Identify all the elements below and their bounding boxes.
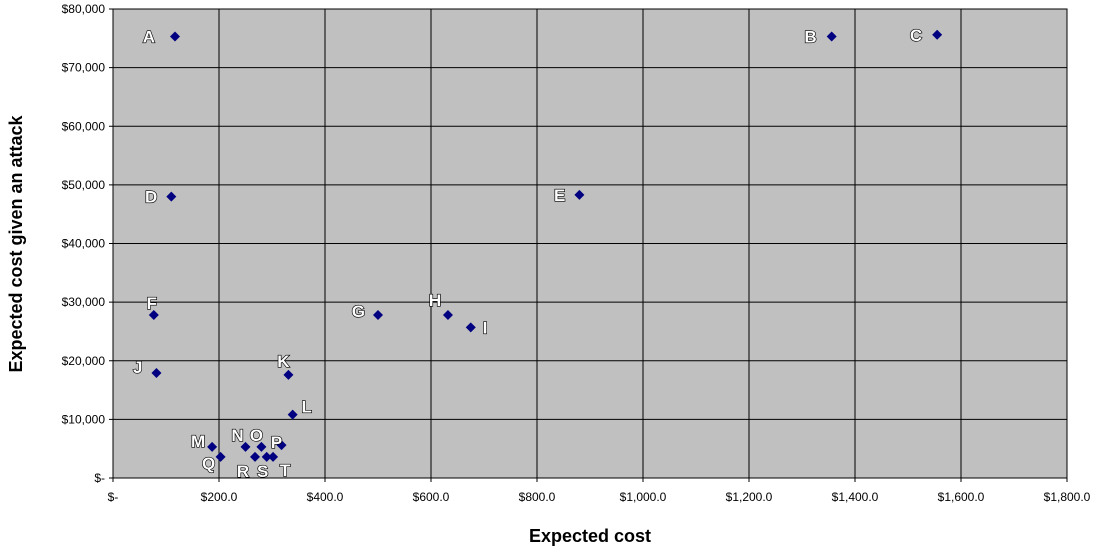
point-label-s: S xyxy=(257,462,268,481)
x-tick-label: $- xyxy=(108,490,119,504)
scatter-point-g xyxy=(373,310,383,321)
scatter-point-l xyxy=(287,409,298,420)
point-label-n: N xyxy=(231,426,243,445)
point-label-f: F xyxy=(147,294,157,313)
point-label-o: O xyxy=(250,426,263,445)
y-tick-label: $80,000 xyxy=(62,2,106,16)
point-label-p: P xyxy=(271,433,282,452)
scatter-point-j xyxy=(151,368,162,379)
x-tick-label: $200.0 xyxy=(201,490,238,504)
scatter-point-c xyxy=(932,29,943,40)
scatter-point-b xyxy=(826,31,837,42)
scatter-point-r xyxy=(250,451,261,462)
y-tick-label: $20,000 xyxy=(62,354,106,368)
point-label-g: G xyxy=(352,302,365,321)
x-tick-label: $1,400.0 xyxy=(832,490,879,504)
scatter-point-d xyxy=(166,191,177,202)
point-label-h: H xyxy=(429,291,441,310)
scatter-point-i xyxy=(465,322,476,333)
scatter-point-a xyxy=(170,31,181,42)
scatter-point-k xyxy=(283,369,294,380)
point-label-e: E xyxy=(554,186,565,205)
point-label-k: K xyxy=(277,352,290,371)
point-label-i: I xyxy=(483,318,488,337)
point-label-m: M xyxy=(191,432,205,451)
y-axis-title: Expected cost given an attack xyxy=(6,114,26,372)
x-axis-ticks: $- $200.0 $400.0 $600.0 $800.0 $1,000.0 $1,200… xyxy=(108,478,1091,504)
y-tick-label: $10,000 xyxy=(62,412,106,426)
y-tick-label: $60,000 xyxy=(62,119,106,133)
y-axis-ticks: $- $10,000 $20,000 $30,000 $40,000 $50,000 $60… xyxy=(62,2,113,485)
point-label-r: R xyxy=(237,462,249,481)
scatter-point-p xyxy=(276,440,287,451)
x-axis-title: Expected cost xyxy=(529,526,651,546)
x-tick-label: $1,000.0 xyxy=(620,490,667,504)
point-label-a: A xyxy=(143,28,155,47)
y-tick-label: $- xyxy=(94,471,105,485)
y-tick-label: $40,000 xyxy=(62,237,106,251)
scatter-point-f xyxy=(148,310,159,321)
scatter-point-e xyxy=(574,189,585,200)
data-points xyxy=(148,29,943,462)
x-tick-label: $600.0 xyxy=(413,490,450,504)
x-tick-label: $400.0 xyxy=(307,490,344,504)
scatter-point-s xyxy=(261,451,272,462)
point-labels: A B C D E F G H I J K L M N O P Q R S T xyxy=(132,25,922,481)
y-tick-label: $30,000 xyxy=(62,295,106,309)
y-tick-label: $50,000 xyxy=(62,178,106,192)
scatter-point-t xyxy=(268,451,279,462)
y-tick-label: $70,000 xyxy=(62,61,106,75)
point-label-c: C xyxy=(910,26,922,45)
point-label-q: Q xyxy=(202,454,215,473)
x-tick-label: $800.0 xyxy=(519,490,556,504)
x-tick-label: $1,200.0 xyxy=(726,490,773,504)
scatter-point-o xyxy=(256,441,267,452)
x-tick-label: $1,800.0 xyxy=(1044,490,1091,504)
scatter-point-m xyxy=(207,441,218,452)
x-tick-label: $1,600.0 xyxy=(938,490,985,504)
point-label-b: B xyxy=(804,28,816,47)
point-label-l: L xyxy=(301,398,311,417)
point-label-d: D xyxy=(145,188,157,207)
point-label-t: T xyxy=(280,461,291,480)
point-label-j: J xyxy=(133,358,142,377)
scatter-point-q xyxy=(215,451,226,462)
scatter-point-n xyxy=(240,441,251,452)
scatter-point-h xyxy=(442,310,453,321)
